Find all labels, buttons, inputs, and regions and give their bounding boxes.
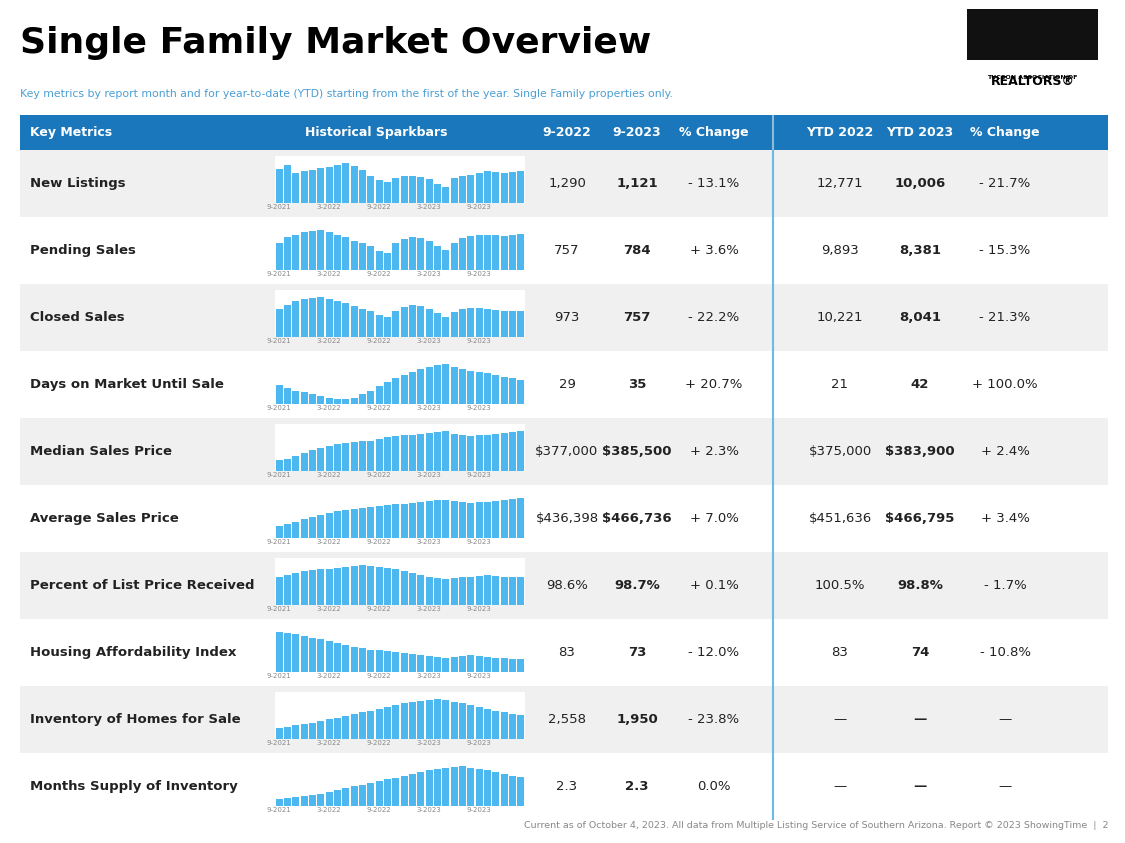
Text: 1,121: 1,121 [616,177,658,190]
Text: $375,000: $375,000 [809,445,872,458]
Text: Closed Sales: Closed Sales [30,311,125,324]
Text: + 3.6%: + 3.6% [690,244,738,257]
Text: - 13.1%: - 13.1% [688,177,739,190]
Text: 8,041: 8,041 [899,311,940,324]
Text: Key metrics by report month and for year-to-date (YTD) starting from the first o: Key metrics by report month and for year… [20,89,673,99]
Text: Housing Affordability Index: Housing Affordability Index [30,646,236,659]
Text: 9-2023: 9-2023 [613,126,661,139]
Text: REALTORS®: REALTORS® [990,75,1074,89]
Text: YTD 2022: YTD 2022 [807,126,874,139]
Text: 8,381: 8,381 [899,244,940,257]
FancyBboxPatch shape [968,9,1098,60]
Text: Days on Market Until Sale: Days on Market Until Sale [30,378,224,391]
Text: Median Sales Price: Median Sales Price [30,445,172,458]
Text: —: — [914,713,927,726]
Text: - 23.8%: - 23.8% [688,713,739,726]
Text: New Listings: New Listings [30,177,126,190]
Text: $466,795: $466,795 [885,512,955,525]
Text: 0.0%: 0.0% [698,780,731,793]
Text: $451,636: $451,636 [809,512,872,525]
Text: $377,000: $377,000 [536,445,598,458]
Text: 2.3: 2.3 [626,780,649,793]
Text: 973: 973 [555,311,579,324]
Text: + 0.1%: + 0.1% [690,579,738,592]
Text: TUCSON ASSOCIATION OF: TUCSON ASSOCIATION OF [988,75,1078,80]
Text: 784: 784 [623,244,650,257]
Text: —: — [914,780,927,793]
Text: - 10.8%: - 10.8% [980,646,1030,659]
Text: —: — [998,713,1011,726]
Text: 757: 757 [623,311,650,324]
FancyBboxPatch shape [20,115,1108,150]
Text: $436,398: $436,398 [536,512,598,525]
Text: - 1.7%: - 1.7% [983,579,1026,592]
FancyBboxPatch shape [20,351,1108,418]
FancyBboxPatch shape [20,485,1108,552]
Text: 98.6%: 98.6% [546,579,588,592]
Text: 12,771: 12,771 [817,177,863,190]
Text: Months Supply of Inventory: Months Supply of Inventory [30,780,237,793]
Text: —: — [998,780,1011,793]
Text: Single Family Market Overview: Single Family Market Overview [20,26,651,60]
FancyBboxPatch shape [20,552,1108,619]
Text: + 2.4%: + 2.4% [981,445,1029,458]
Text: 2,558: 2,558 [548,713,586,726]
Text: % Change: % Change [970,126,1040,139]
Text: 98.8%: 98.8% [897,579,943,592]
Text: 1,290: 1,290 [548,177,586,190]
Text: —: — [834,780,847,793]
Text: 73: 73 [628,646,646,659]
Text: $466,736: $466,736 [602,512,672,525]
Text: Pending Sales: Pending Sales [30,244,136,257]
Text: $383,900: $383,900 [885,445,955,458]
Text: $385,500: $385,500 [602,445,672,458]
Text: - 22.2%: - 22.2% [688,311,739,324]
Text: Average Sales Price: Average Sales Price [30,512,179,525]
FancyBboxPatch shape [20,284,1108,351]
FancyBboxPatch shape [20,217,1108,284]
Text: —: — [834,713,847,726]
Text: 100.5%: 100.5% [814,579,865,592]
FancyBboxPatch shape [20,619,1108,686]
Text: Historical Sparkbars: Historical Sparkbars [305,126,448,139]
Text: Inventory of Homes for Sale: Inventory of Homes for Sale [30,713,241,726]
Text: + 100.0%: + 100.0% [972,378,1038,391]
Text: + 2.3%: + 2.3% [690,445,738,458]
Text: Percent of List Price Received: Percent of List Price Received [30,579,254,592]
Text: - 12.0%: - 12.0% [688,646,739,659]
Text: 74: 74 [911,646,929,659]
Text: 9,893: 9,893 [821,244,858,257]
FancyBboxPatch shape [20,418,1108,485]
Text: - 15.3%: - 15.3% [980,244,1030,257]
Text: + 3.4%: + 3.4% [981,512,1029,525]
Text: YTD 2023: YTD 2023 [886,126,954,139]
Text: 21: 21 [831,378,848,391]
Text: 83: 83 [831,646,848,659]
Text: Key Metrics: Key Metrics [30,126,113,139]
Text: - 21.3%: - 21.3% [980,311,1030,324]
Text: + 7.0%: + 7.0% [690,512,738,525]
Text: % Change: % Change [680,126,749,139]
Text: 10,006: 10,006 [894,177,946,190]
Text: 757: 757 [555,244,579,257]
Text: 98.7%: 98.7% [614,579,660,592]
Text: 83: 83 [558,646,576,659]
Text: + 20.7%: + 20.7% [685,378,742,391]
Text: 42: 42 [911,378,929,391]
FancyBboxPatch shape [20,686,1108,753]
Text: - 21.7%: - 21.7% [980,177,1030,190]
FancyBboxPatch shape [20,150,1108,217]
FancyBboxPatch shape [20,753,1108,820]
Text: 1,950: 1,950 [616,713,658,726]
Text: 35: 35 [628,378,646,391]
Text: 29: 29 [558,378,576,391]
Text: 2.3: 2.3 [557,780,577,793]
Text: Current as of October 4, 2023. All data from Multiple Listing Service of Souther: Current as of October 4, 2023. All data … [523,821,1108,830]
Text: 9-2022: 9-2022 [542,126,592,139]
Text: 10,221: 10,221 [817,311,863,324]
